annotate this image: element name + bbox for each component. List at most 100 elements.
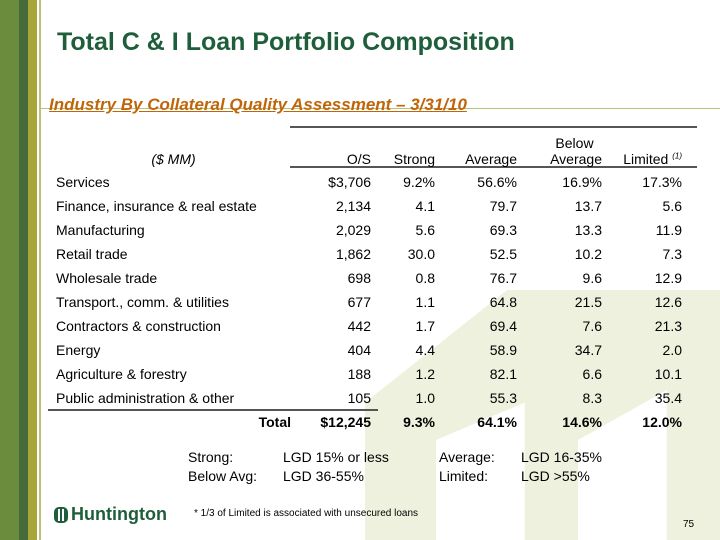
huntington-logo: Huntington [54,504,167,525]
cell-strong: 4.4 [415,342,435,358]
cell-strong: 1.0 [415,390,435,406]
legend-strong-value: LGD 15% or less [283,449,389,465]
table-row: Contractors & construction 442 1.7 69.4 7.6 2… [48,314,682,338]
cell-industry: Public administration & other [56,390,235,406]
cell-limited: 21.3 [654,318,682,334]
divider [290,126,697,128]
cell-average: 69.4 [489,318,517,334]
table-row: Energy 404 4.4 58.9 34.7 2.0 [48,338,682,362]
legend-average-value: LGD 16-35% [521,449,602,465]
cell-industry: Contractors & construction [56,318,221,334]
cell-below-average: 10.2 [574,246,602,262]
header-limited: Limited (1) [602,127,682,170]
cell-os: 1,862 [335,246,371,262]
footnote-ref: (1) [672,151,682,161]
table-row: Transport., comm. & utilities 677 1.1 64.8 2… [48,290,682,314]
cell-limited: 35.4 [654,390,682,406]
cell-limited: 17.3% [642,174,682,190]
header-limited-label: Limited [623,151,669,167]
footnote: * 1/3 of Limited is associated with unse… [194,508,419,519]
cell-limited: 12.9 [654,270,682,286]
legend-strong-label: Strong: [188,449,234,465]
cell-strong: 4.1 [415,198,435,214]
cell-limited: 10.1 [654,366,682,382]
cell-industry: Wholesale trade [56,270,158,286]
cell-strong: 9.2% [403,174,435,190]
table-row: Services $3,706 9.2% 56.6% 16.9% 17.3% [48,170,682,194]
total-below-average: 14.6% [562,414,602,430]
total-os: $12,245 [320,414,371,430]
cell-average: 64.8 [489,294,517,310]
cell-strong: 1.2 [415,366,435,382]
header-below-top: Below [555,135,594,151]
table-row: Wholesale trade 698 0.8 76.7 9.6 12.9 [48,266,682,290]
table-row: Public administration & other 105 1.0 55.3 8… [48,386,682,410]
legend-below-value: LGD 36-55% [283,468,364,484]
cell-average: 69.3 [489,222,517,238]
header-below-average: Below Average [517,127,602,170]
cell-average: 55.3 [489,390,517,406]
page-number: 75 [683,519,695,530]
divider [48,409,378,411]
cell-industry: Energy [56,342,101,358]
cell-os: 2,134 [335,198,371,214]
legend-below-label: Below Avg: [188,468,258,484]
total-strong: 9.3% [403,414,435,430]
divider [290,166,697,168]
portfolio-table: ($ MM) O/S Strong Average Below Average L… [48,127,682,434]
table-row: Finance, insurance & real estate 2,134 4.1… [48,194,682,218]
header-below-bottom: Average [550,151,602,167]
cell-os: 105 [347,390,371,406]
cell-below-average: 34.7 [574,342,602,358]
total-industry: Total [258,414,291,430]
cell-average: 82.1 [489,366,517,382]
header-strong: Strong [393,151,435,167]
cell-strong: 1.7 [415,318,435,334]
legend-limited-value: LGD >55% [521,468,590,484]
cell-os: 188 [347,366,371,382]
cell-below-average: 9.6 [582,270,602,286]
cell-below-average: 8.3 [582,390,602,406]
cell-limited: 12.6 [654,294,682,310]
cell-industry: Services [56,174,110,190]
cell-limited: 7.3 [662,246,682,262]
cell-limited: 2.0 [662,342,682,358]
cell-below-average: 6.6 [582,366,602,382]
total-average: 64.1% [477,414,517,430]
table-row: Manufacturing 2,029 5.6 69.3 13.3 11.9 [48,218,682,242]
subtitle: Industry By Collateral Quality Assessmen… [49,95,467,114]
cell-industry: Manufacturing [56,222,145,238]
cell-os: 442 [347,318,371,334]
cell-os: $3,706 [328,174,371,190]
logo-text: Huntington [71,504,167,524]
table-row: Retail trade 1,862 30.0 52.5 10.2 7.3 [48,242,682,266]
cell-average: 56.6% [477,174,517,190]
cell-strong: 1.1 [415,294,435,310]
cell-below-average: 16.9% [562,174,602,190]
cell-below-average: 7.6 [582,318,602,334]
logo-mark-icon [54,506,68,523]
cell-strong: 0.8 [415,270,435,286]
legend-limited-label: Limited: [439,468,489,484]
table-row: Agriculture & forestry 188 1.2 82.1 6.6 10.1 [48,362,682,386]
cell-strong: 5.6 [415,222,435,238]
header-unit: ($ MM) [151,151,196,167]
cell-os: 2,029 [335,222,371,238]
header-average: Average [465,151,517,167]
side-bar [0,0,19,540]
cell-limited: 5.6 [662,198,682,214]
cell-industry: Agriculture & forestry [56,366,187,382]
cell-average: 58.9 [489,342,517,358]
page-title: Total C & I Loan Portfolio Composition [57,28,515,56]
cell-limited: 11.9 [655,222,682,238]
cell-industry: Transport., comm. & utilities [56,294,229,310]
cell-average: 79.7 [489,198,517,214]
cell-os: 677 [347,294,371,310]
legend-average-label: Average: [439,449,495,465]
cell-below-average: 21.5 [574,294,602,310]
cell-average: 52.5 [489,246,517,262]
cell-average: 76.7 [489,270,517,286]
side-bar [28,0,37,540]
cell-industry: Finance, insurance & real estate [56,198,257,214]
